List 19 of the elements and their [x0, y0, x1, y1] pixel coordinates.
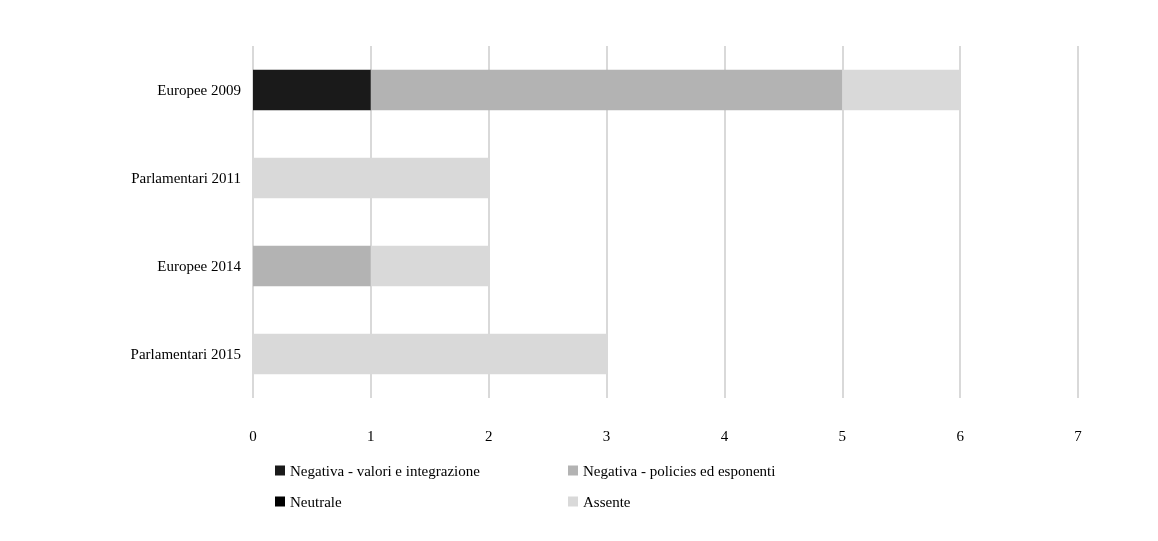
bar	[253, 245, 371, 287]
y-tick-label: Parlamentari 2015	[130, 346, 241, 362]
legend-label: Negativa - valori e integrazione	[290, 462, 481, 479]
y-tick-label: Parlamentari 2011	[131, 170, 241, 186]
bar	[370, 69, 843, 111]
x-tick-label: 6	[956, 427, 965, 444]
y-tick-label: Europee 2009	[157, 82, 241, 98]
legend-label: Neutrale	[290, 493, 342, 510]
x-tick-label: 4	[720, 427, 729, 444]
x-tick-label: 0	[249, 427, 257, 444]
x-tick-label: 3	[602, 427, 611, 444]
x-tick-label: 1	[367, 427, 375, 444]
bar	[253, 69, 371, 111]
x-tick-label: 7	[1074, 427, 1083, 444]
x-tick-label: 2	[484, 427, 493, 444]
legend-label: Assente	[583, 493, 631, 510]
x-tick-label: 5	[838, 427, 847, 444]
y-tick-label: Europee 2014	[157, 258, 242, 274]
legend-label: Negativa - policies ed esponenti	[583, 462, 776, 479]
